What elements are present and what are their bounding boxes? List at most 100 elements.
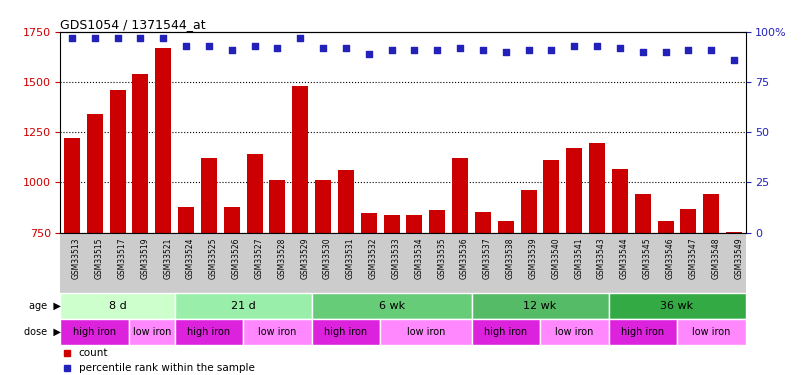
Point [637, 49, 650, 55]
Point [591, 43, 604, 49]
Text: GSM33543: GSM33543 [597, 237, 606, 279]
Bar [635, 195, 650, 375]
Bar [540, 319, 609, 345]
Point [225, 47, 239, 53]
Point [134, 35, 147, 41]
Text: dose  ▶: dose ▶ [23, 327, 60, 337]
Text: low iron: low iron [692, 327, 730, 337]
Text: GSM33538: GSM33538 [506, 237, 515, 279]
Point [111, 35, 124, 41]
Point [476, 47, 489, 53]
Bar [312, 319, 380, 345]
Text: GSM33540: GSM33540 [551, 237, 560, 279]
Bar [384, 214, 400, 375]
Point [659, 49, 672, 55]
Point [317, 45, 330, 51]
Text: GDS1054 / 1371544_at: GDS1054 / 1371544_at [60, 18, 206, 31]
Text: GSM33525: GSM33525 [209, 237, 218, 279]
Bar [472, 293, 609, 319]
Bar [293, 86, 308, 375]
Bar [543, 160, 559, 375]
Text: GSM33545: GSM33545 [643, 237, 652, 279]
Bar [498, 220, 513, 375]
Text: percentile rank within the sample: percentile rank within the sample [79, 363, 255, 372]
Bar [658, 220, 674, 375]
Bar [312, 293, 472, 319]
Bar [430, 210, 445, 375]
Text: GSM33539: GSM33539 [529, 237, 538, 279]
Bar [406, 214, 422, 375]
Text: GSM33548: GSM33548 [711, 237, 721, 279]
Point [88, 35, 101, 41]
Text: GSM33528: GSM33528 [277, 237, 286, 279]
Point [248, 43, 261, 49]
Point [728, 57, 741, 63]
Bar [361, 213, 376, 375]
Text: low iron: low iron [555, 327, 593, 337]
Point [522, 47, 535, 53]
Bar [677, 319, 746, 345]
Bar [680, 209, 696, 375]
Text: GSM33517: GSM33517 [118, 237, 127, 279]
Bar [156, 48, 171, 375]
Text: GSM33535: GSM33535 [437, 237, 447, 279]
Text: high iron: high iron [621, 327, 664, 337]
Bar [201, 158, 217, 375]
Bar [64, 138, 80, 375]
Text: high iron: high iron [187, 327, 231, 337]
Point [65, 35, 78, 41]
Text: GSM33529: GSM33529 [300, 237, 310, 279]
Point [567, 43, 580, 49]
Text: GSM33526: GSM33526 [232, 237, 241, 279]
Text: GSM33547: GSM33547 [688, 237, 697, 279]
Point [363, 51, 376, 57]
Text: 36 wk: 36 wk [660, 301, 694, 311]
Bar [726, 232, 742, 375]
Text: GSM33534: GSM33534 [414, 237, 423, 279]
Text: low iron: low iron [258, 327, 297, 337]
Bar [612, 170, 628, 375]
Point [156, 35, 169, 41]
Point [682, 47, 695, 53]
Bar [247, 154, 263, 375]
Text: GSM33536: GSM33536 [460, 237, 469, 279]
Point [339, 45, 352, 51]
Bar [589, 143, 605, 375]
Text: GSM33541: GSM33541 [574, 237, 584, 279]
Bar [175, 319, 243, 345]
Bar [338, 170, 354, 375]
Bar [704, 195, 719, 375]
Point [704, 47, 717, 53]
Bar [110, 90, 126, 375]
Text: GSM33532: GSM33532 [369, 237, 378, 279]
Point [499, 49, 513, 55]
Bar [129, 319, 175, 345]
Text: 6 wk: 6 wk [379, 301, 405, 311]
Point [613, 45, 626, 51]
Bar [609, 293, 746, 319]
Text: 21 d: 21 d [231, 301, 256, 311]
Point [271, 45, 284, 51]
Bar [60, 293, 175, 319]
Bar [472, 319, 540, 345]
Text: GSM33533: GSM33533 [392, 237, 401, 279]
Text: age  ▶: age ▶ [28, 301, 60, 311]
Bar [178, 207, 194, 375]
Bar [475, 211, 491, 375]
Point [180, 43, 193, 49]
Text: 12 wk: 12 wk [523, 301, 557, 311]
Text: high iron: high iron [73, 327, 116, 337]
Bar [609, 319, 677, 345]
Text: GSM33531: GSM33531 [346, 237, 355, 279]
Text: GSM33521: GSM33521 [163, 237, 172, 279]
Point [545, 47, 558, 53]
Bar [243, 319, 312, 345]
Point [293, 35, 306, 41]
Text: GSM33527: GSM33527 [255, 237, 264, 279]
Point [408, 47, 421, 53]
Text: low iron: low iron [407, 327, 445, 337]
Bar [567, 148, 582, 375]
Bar [380, 319, 472, 345]
Bar [269, 180, 285, 375]
Text: GSM33549: GSM33549 [734, 237, 743, 279]
